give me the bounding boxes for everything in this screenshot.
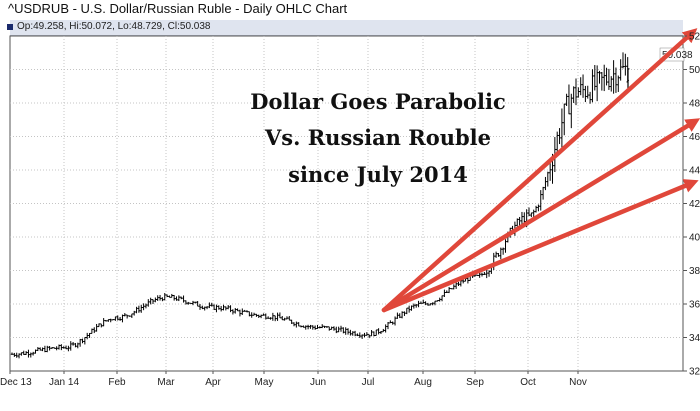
chart-title: ^USDRUB - U.S. Dollar/Russian Ruble - Da…: [8, 1, 348, 16]
ohlc-readout: Op:49.258, Hi:50.072, Lo:48.729, Cl:50.0…: [17, 21, 211, 32]
x-tick-label: Mar: [157, 377, 175, 388]
y-tick-label: 52.000: [689, 32, 700, 43]
x-tick-label: Jul: [362, 377, 375, 388]
y-tick-label: 46.000: [689, 132, 700, 143]
y-tick-label: 44.000: [689, 166, 700, 177]
y-tick-label: 42.000: [689, 199, 700, 210]
y-tick-label: 38.000: [689, 266, 700, 277]
trend-arrow-3: [381, 179, 699, 313]
y-tick-label: 50.000: [689, 65, 700, 76]
y-axis-ticks: 32.000 34.000 36.000 38.000 40.000 42.000 44.0…: [683, 32, 700, 378]
annotation-line-1: Dollar Goes Parabolic: [250, 89, 506, 114]
x-tick-label: Oct: [520, 377, 536, 388]
annotation-line-3: since July 2014: [288, 162, 468, 187]
y-tick-label: 34.000: [689, 333, 700, 344]
y-tick-label: 36.000: [689, 300, 700, 311]
x-tick-label: Sep: [466, 377, 484, 388]
last-value-label: 50.038: [662, 50, 693, 61]
y-tick-label: 40.000: [689, 233, 700, 244]
trend-arrow-2: [381, 118, 700, 313]
ohlc-bars: [10, 52, 630, 359]
x-tick-label: Apr: [205, 377, 221, 388]
x-tick-label: Nov: [569, 377, 587, 388]
trend-arrows: [381, 28, 700, 313]
series-marker-icon: [7, 24, 13, 30]
x-tick-label: Aug: [414, 377, 432, 388]
annotation-line-2: Vs. Russian Rouble: [264, 125, 491, 150]
x-tick-label: Feb: [108, 377, 126, 388]
trend-arrow-1: [381, 28, 698, 313]
y-tick-label: 48.000: [689, 99, 700, 110]
x-tick-label: Dec 13: [0, 377, 32, 388]
y-tick-label: 32.000: [689, 367, 700, 378]
x-axis-ticks: Dec 13 Jan 14 Feb Mar Apr May Jun Jul Aug Sep Oct N…: [0, 371, 587, 388]
annotation: Dollar Goes Parabolic Vs. Russian Rouble…: [250, 89, 506, 187]
x-tick-label: May: [255, 377, 274, 388]
x-tick-label: Jun: [310, 377, 326, 388]
x-tick-label: Jan 14: [49, 377, 79, 388]
